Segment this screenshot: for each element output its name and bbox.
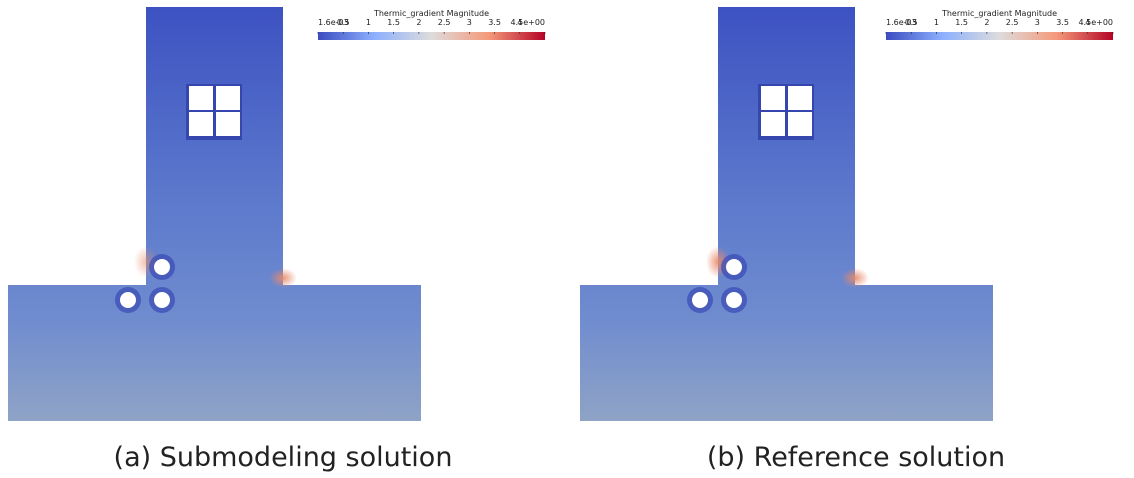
hole	[154, 259, 170, 275]
window-hole	[761, 112, 785, 136]
colorbar-tick-label: 3.5	[1056, 18, 1069, 27]
colorbar-tick-label: 1.6e-03	[318, 18, 349, 27]
caption: (a) Submodeling solution	[114, 442, 453, 473]
colorbar-tick-label: 1	[366, 18, 371, 27]
hole	[726, 259, 742, 275]
colorbar-tick-label: 0.5	[905, 18, 918, 27]
colorbar-title: Thermic_gradient Magnitude	[941, 9, 1057, 18]
colorbar-title: Thermic_gradient Magnitude	[373, 9, 489, 18]
colorbar-tick-label: 2.5	[1006, 18, 1019, 27]
hole	[120, 292, 136, 308]
hole	[726, 292, 742, 308]
panel	[580, 7, 993, 421]
panel	[8, 7, 421, 421]
domain	[580, 7, 993, 421]
colorbar-tick-label: 1	[934, 18, 939, 27]
window-hole	[788, 112, 812, 136]
colorbar-tick-label: 3	[467, 18, 472, 27]
window-hole	[216, 86, 240, 110]
colorbar-tick-label: 4	[517, 18, 522, 27]
hole	[154, 292, 170, 308]
window-hole	[189, 86, 213, 110]
caption: (b) Reference solution	[707, 442, 1005, 473]
hot-spot	[269, 268, 297, 288]
colorbar-tick-label: 1.6e-03	[886, 18, 917, 27]
hot-spot	[841, 268, 869, 288]
colorbar-tick-label: 2	[984, 18, 989, 27]
hole	[692, 292, 708, 308]
colorbar-tick-label: 2.5	[438, 18, 451, 27]
colorbar	[886, 32, 1113, 40]
colorbar-tick-label: 1.5	[955, 18, 968, 27]
domain	[8, 7, 421, 421]
window-hole	[788, 86, 812, 110]
colorbar-tick-label: 4	[1085, 18, 1090, 27]
colorbar-tick-label: 4.5e+00	[510, 18, 545, 27]
window-hole	[761, 86, 785, 110]
colorbar-tick-label: 2	[416, 18, 421, 27]
window-hole	[189, 112, 213, 136]
colorbar-tick-label: 3	[1035, 18, 1040, 27]
colorbar-tick-label: 4.5e+00	[1078, 18, 1113, 27]
colorbar-tick-label: 3.5	[488, 18, 501, 27]
colorbar	[318, 32, 545, 40]
colorbar-tick-label: 1.5	[387, 18, 400, 27]
window-hole	[216, 112, 240, 136]
colorbar-tick-label: 0.5	[337, 18, 350, 27]
